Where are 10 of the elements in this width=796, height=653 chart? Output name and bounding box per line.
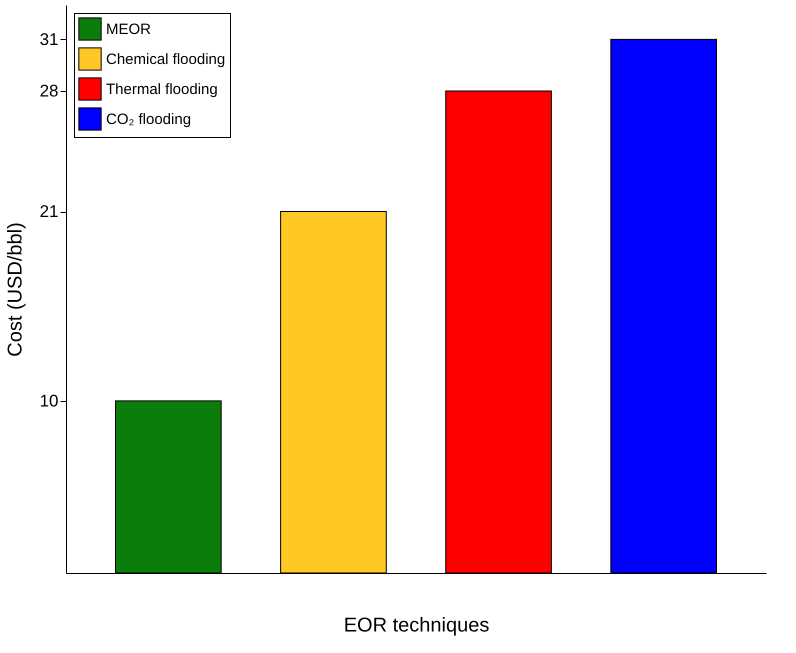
legend-label: CO₂ flooding	[106, 111, 192, 128]
x-axis-title: EOR techniques	[344, 614, 490, 636]
legend-label: Thermal flooding	[106, 81, 218, 98]
y-tick-label: 21	[40, 202, 58, 222]
y-tick-label: 10	[40, 391, 58, 410]
legend-label: MEOR	[106, 21, 152, 38]
legend-label: Chemical flooding	[106, 51, 226, 68]
y-tick-label: 31	[40, 30, 58, 49]
y-axis-title: Cost (USD/bbl)	[4, 222, 27, 357]
y-tick-label: 28	[40, 82, 58, 101]
